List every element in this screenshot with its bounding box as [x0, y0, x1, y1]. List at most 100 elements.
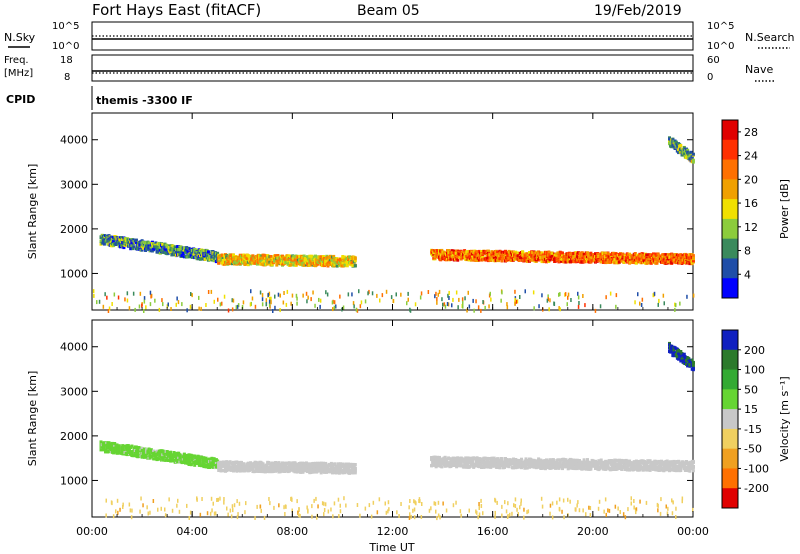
echo-cell — [204, 456, 208, 460]
echo-cell — [202, 465, 206, 469]
echo-cell — [309, 469, 313, 473]
echo-cell — [249, 461, 253, 465]
ground-scatter-cell — [108, 306, 111, 311]
echo-cell — [520, 256, 523, 260]
ground-scatter-cell — [381, 293, 384, 298]
echo-cell — [181, 251, 185, 255]
echo-cell — [582, 253, 586, 256]
ground-scatter-cell — [268, 299, 271, 304]
echo-cell — [496, 457, 500, 461]
ground-scatter-cell — [472, 298, 474, 303]
colorbar-tick-label: 16 — [744, 197, 758, 210]
echo-cell — [225, 460, 229, 464]
echo-cell — [147, 447, 151, 451]
echo-cell — [489, 464, 493, 468]
ground-scatter-cell — [577, 291, 579, 296]
ground-scatter-cell — [307, 295, 309, 300]
echo-cell — [435, 458, 439, 462]
echo-cell — [469, 249, 473, 253]
ground-scatter-cell — [559, 292, 561, 297]
echo-cell — [333, 263, 337, 267]
echo-cell — [99, 440, 103, 444]
echo-cell — [274, 254, 278, 258]
ground-scatter-cell — [305, 291, 308, 296]
ground-scatter-cell — [154, 298, 156, 303]
echo-cell — [509, 256, 513, 260]
echo-cell — [169, 250, 173, 254]
echo-cell — [589, 251, 593, 255]
ground-scatter-cell — [448, 290, 450, 295]
ground-scatter-cell — [268, 291, 271, 296]
colorbar-segment — [722, 258, 738, 279]
echo-cell — [559, 259, 563, 263]
ground-scatter-cell — [145, 305, 147, 310]
ground-scatter-cell — [291, 293, 294, 298]
ground-scatter-cell — [674, 302, 676, 307]
ground-scatter-cell — [686, 294, 688, 299]
freq-label-line2: [MHz] — [4, 68, 33, 79]
ground-scatter-cell — [124, 297, 126, 302]
echo-cell — [208, 466, 212, 469]
ground-scatter-cell — [250, 301, 252, 306]
echo-cell — [276, 259, 280, 262]
echo-cell — [174, 456, 178, 460]
ground-scatter-cell — [468, 304, 471, 309]
ground-scatter-cell — [558, 306, 560, 311]
echo-cell — [638, 252, 642, 256]
ground-scatter-cell — [559, 307, 561, 312]
station-title: Fort Hays East (fitACF) — [92, 1, 261, 19]
echo-cell — [114, 243, 118, 246]
ground-scatter-cell — [261, 302, 264, 307]
ground-scatter-cell — [464, 296, 466, 301]
echo-cell — [260, 470, 264, 474]
echo-cell — [452, 249, 456, 253]
echo-region — [430, 455, 695, 473]
echo-cell — [217, 261, 221, 265]
ground-scatter-cell — [352, 301, 355, 306]
ground-scatter-cell — [242, 300, 245, 305]
echo-cell — [201, 460, 205, 464]
echo-cell — [691, 256, 695, 260]
echo-cell — [290, 468, 294, 472]
ground-scatter-cell — [516, 299, 519, 304]
echo-cell — [488, 457, 492, 460]
echo-cell — [112, 239, 116, 243]
ground-scatter-cell — [113, 292, 116, 297]
echo-cell — [619, 252, 622, 256]
ground-scatter-cell — [270, 296, 272, 301]
echo-cell — [172, 248, 176, 252]
ground-scatter-cell — [274, 305, 276, 310]
ground-scatter-cell — [332, 307, 334, 312]
echo-cell — [245, 257, 249, 260]
echo-cell — [594, 252, 597, 256]
ground-scatter-cell — [577, 304, 580, 309]
echo-cell — [169, 248, 173, 252]
ground-scatter-cell — [286, 289, 289, 294]
ground-scatter-cell — [231, 298, 233, 303]
ground-scatter-cell — [467, 290, 469, 295]
echo-cell — [131, 247, 135, 251]
ground-scatter-cell — [639, 301, 641, 306]
ground-scatter-cell — [663, 301, 665, 306]
nsky-label: N.Sky — [4, 31, 36, 44]
ground-scatter-cell — [506, 302, 508, 307]
ground-scatter-cell — [351, 292, 353, 297]
ground-scatter-cell — [200, 306, 202, 311]
echo-cell — [464, 457, 468, 461]
ground-scatter-cell — [191, 293, 193, 298]
echo-cell — [302, 254, 306, 258]
ground-scatter-cell — [92, 289, 95, 294]
echo-cell — [232, 258, 235, 262]
colorbar-tick-label: 4 — [744, 268, 751, 281]
echo-cell — [311, 461, 315, 465]
echo-cell — [691, 254, 695, 258]
echo-cell — [314, 254, 317, 258]
echo-cell — [165, 450, 169, 453]
echo-cell — [241, 466, 245, 470]
ground-scatter-cell — [96, 300, 98, 305]
ground-scatter-cell — [107, 309, 110, 313]
echo-cell — [114, 448, 118, 452]
echo-cell — [485, 256, 489, 260]
echo-cell — [173, 245, 177, 249]
ground-scatter-cell — [312, 290, 314, 295]
